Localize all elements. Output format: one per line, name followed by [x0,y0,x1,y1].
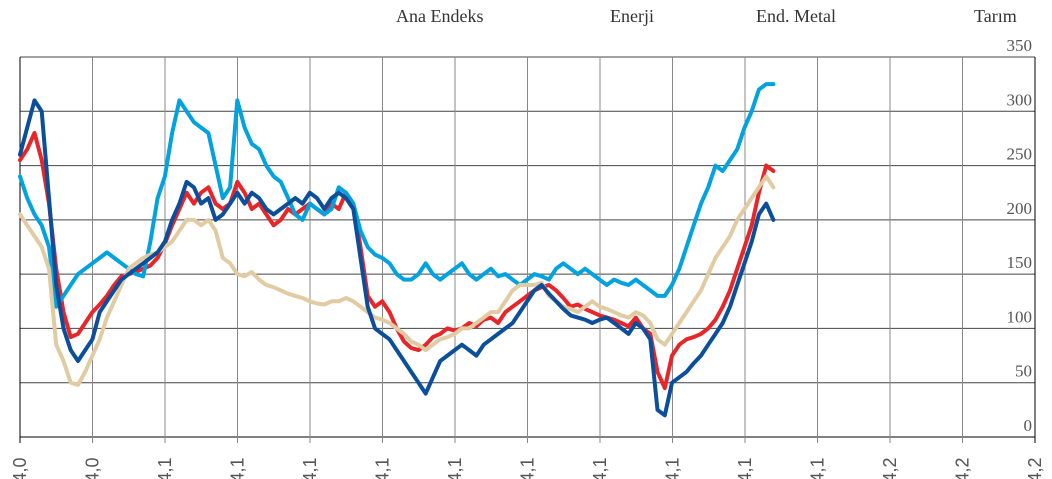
x-tick-label: 04,1 [590,457,610,479]
x-tick-label: 04,1 [300,457,320,479]
x-tick-label: 04,1 [735,457,755,479]
legend-enerji: Enerji [610,6,654,26]
y-tick-label: 200 [1007,199,1033,218]
x-tick-label: 04,0 [83,457,103,479]
y-tick-label: 350 [1007,36,1033,55]
y-axis-ticks: 0 50 100 150 200 250 300 350 [1007,36,1033,435]
legend-ana-endeks: Ana Endeks [396,6,484,26]
x-tick-label: 04,2 [1025,457,1045,479]
x-tick-label: 04,1 [518,457,538,479]
x-tick-label: 04,1 [663,457,683,479]
x-tick-label: 04,1 [445,457,465,479]
x-tick-label: 04,0 [10,457,30,479]
x-tick-label: 04,1 [155,457,175,479]
legend-end-metal: End. Metal [756,6,836,26]
x-axis-ticks: 04,0 04,0 04,1 04,1 04,1 04,1 04,1 04,1 04,1 04,1… [10,457,1045,479]
y-tick-label: 300 [1007,90,1033,109]
y-tick-label: 100 [1007,307,1033,326]
y-tick-label: 50 [1015,362,1032,381]
series-lines [18,82,776,418]
x-tick-label: 04,1 [228,457,248,479]
y-tick-label: 0 [1024,416,1033,435]
legend-tarim: Tarım [974,6,1017,26]
x-tick-label: 04,1 [808,457,828,479]
x-tick-label: 04,2 [880,457,900,479]
series-line-2 [18,174,776,387]
x-tick-label: 04,2 [953,457,973,479]
series-line-1 [18,82,776,309]
gridlines [19,56,1036,443]
x-tick-label: 04,1 [373,457,393,479]
series-line-3 [18,98,776,418]
y-tick-label: 250 [1007,145,1033,164]
y-tick-label: 150 [1007,253,1033,272]
